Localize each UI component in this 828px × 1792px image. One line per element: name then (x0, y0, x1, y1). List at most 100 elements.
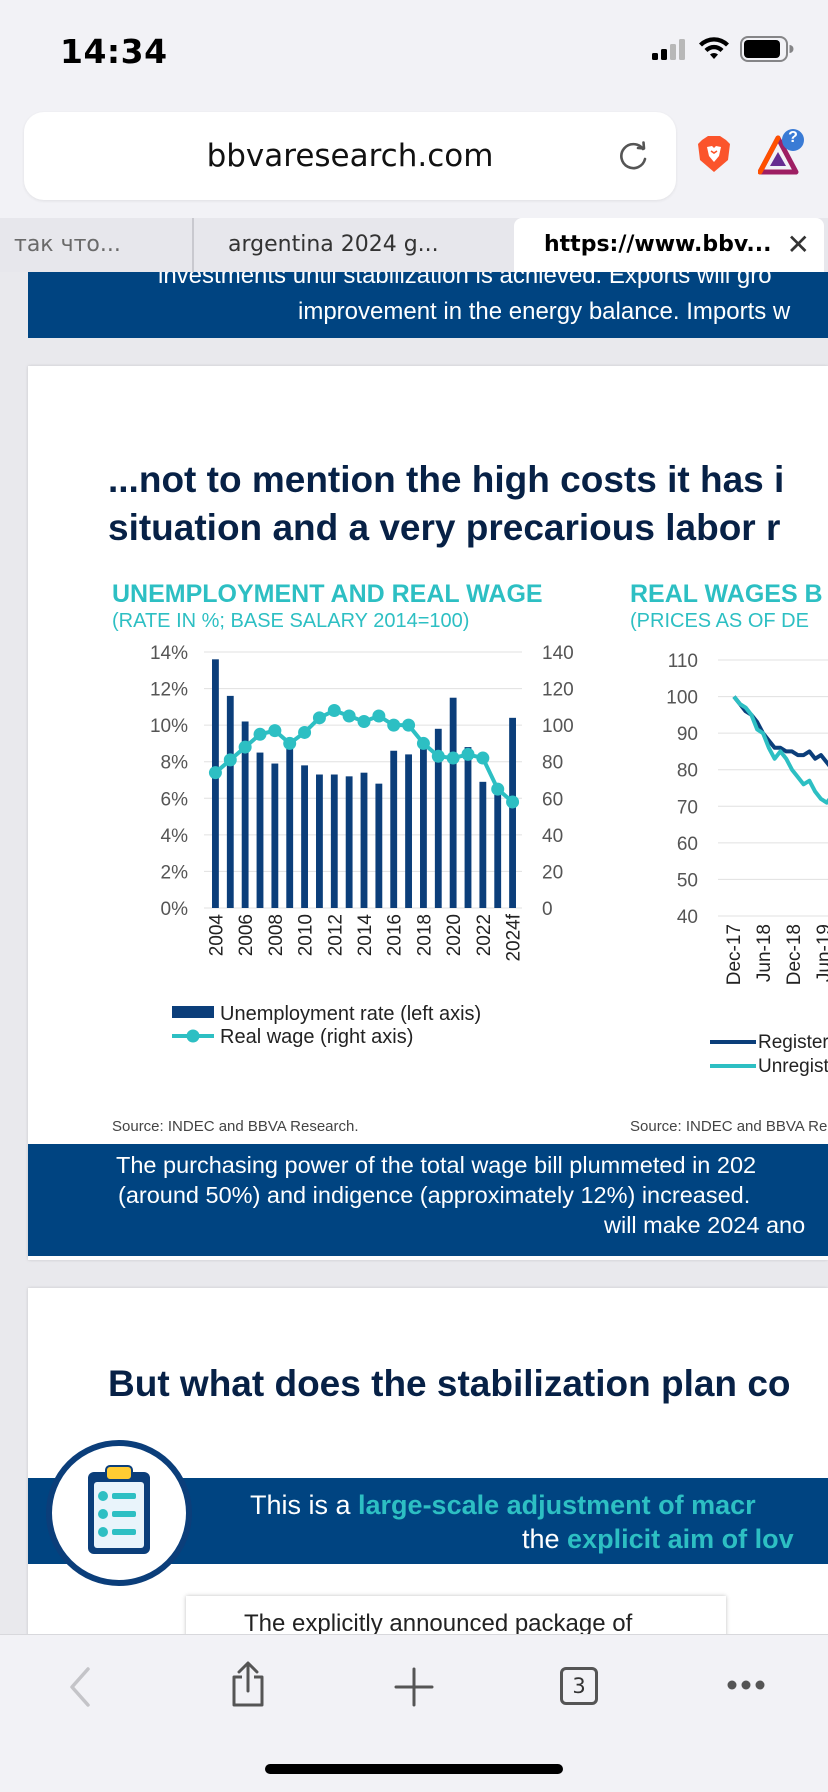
chart1-real-wage-point (223, 753, 237, 767)
chart1-bar (316, 774, 323, 908)
real-wages-chart: 40 50 60 70 80 90 100 110 Dec-17 Jun-18 Dec-18 Jun-… (666, 651, 828, 1077)
highlight-line-2: the explicit aim of lov (522, 1524, 794, 1555)
chart2-y-tick: 110 (668, 651, 698, 672)
address-bar[interactable]: bbvaresearch.com (24, 112, 676, 200)
home-indicator[interactable] (265, 1764, 563, 1774)
chart1-real-wage-point (491, 782, 505, 796)
tab-strip: так что... argentina 2024 g... https://w… (0, 218, 828, 272)
takeaway-line-1: The purchasing power of the total wage b… (116, 1152, 757, 1178)
slide-heading: ...not to mention the high costs it has … (108, 456, 784, 552)
chart1-real-wage-point (312, 711, 326, 725)
chart1-left-tick: 14% (150, 643, 188, 664)
chart1-subtitle: (RATE IN %; BASE SALARY 2014=100) (112, 610, 470, 632)
chart1-bar (226, 695, 234, 908)
top-band-line-2: improvement in the energy balance. Impor… (298, 298, 791, 325)
top-band-line-1: investments until stabilization is achie… (158, 272, 772, 289)
chart1-bar (286, 748, 294, 908)
chart1-bar (330, 774, 338, 908)
chart1-left-tick: 6% (161, 789, 189, 810)
chart2-y-tick: 70 (677, 797, 698, 818)
chart1-bar (301, 765, 308, 908)
top-summary-band: investments until stabilization is achie… (28, 272, 828, 338)
chart1-bar (420, 739, 427, 908)
chart1-x-tick: 2010 (296, 914, 317, 956)
chart1-right-tick: 120 (542, 680, 574, 701)
chart1-real-wage-point (387, 718, 401, 732)
share-icon[interactable] (228, 1661, 268, 1709)
chart1-bar (449, 697, 457, 908)
chart1-real-wage-point (357, 714, 371, 728)
tab-1[interactable]: так что... (14, 232, 121, 257)
takeaway-line-3: will make 2024 ano (604, 1212, 806, 1238)
brave-rewards-button[interactable]: ? (757, 128, 806, 183)
chart1-real-wage-point (402, 718, 416, 732)
new-tab-plus-icon[interactable] (394, 1667, 434, 1707)
chart1-source: Source: INDEC and BBVA Research. (112, 1118, 359, 1135)
chart1-real-wage-point (431, 749, 445, 763)
chart1-right-tick: 40 (542, 826, 563, 847)
chart1-bar (464, 747, 472, 908)
close-tab-icon[interactable]: ✕ (786, 228, 810, 261)
chart1-left-tick: 4% (161, 826, 189, 847)
more-menu-icon[interactable] (726, 1679, 766, 1691)
chart1-real-wage-point (372, 709, 386, 723)
battery-icon (740, 36, 794, 62)
slide-takeaway-band: The purchasing power of the total wage b… (28, 1144, 828, 1256)
brave-shields-icon[interactable] (696, 134, 732, 174)
slide2-heading: But what does the stabilization plan co (108, 1363, 791, 1404)
url-text[interactable]: bbvaresearch.com (206, 138, 494, 174)
plan-note-text: The explicitly announced package of (244, 1610, 633, 1634)
chart2-source: Source: INDEC and BBVA Re (630, 1118, 828, 1135)
tab-3-active[interactable]: https://www.bbv... ✕ (514, 218, 824, 272)
slide-heading-line-1: ...not to mention the high costs it has … (108, 459, 785, 500)
chart1-bar (212, 659, 219, 908)
chart1-x-tick: 2008 (266, 914, 287, 956)
back-icon[interactable] (66, 1665, 96, 1709)
chart1-real-wage-point (208, 766, 222, 780)
chart2-series-line (732, 695, 828, 805)
chart1-real-wage-point (253, 727, 267, 741)
takeaway-line-2: (around 50%) and indigence (approximatel… (118, 1182, 751, 1208)
chart1-real-wage-point (238, 740, 252, 754)
chart1-right-tick: 80 (542, 753, 563, 774)
web-content[interactable]: investments until stabilization is achie… (0, 272, 828, 1634)
chart2-y-tick: 60 (677, 834, 698, 855)
chart1-x-tick: 2018 (414, 914, 435, 956)
status-bar: 14:34 (0, 0, 828, 100)
chart1-bar (494, 794, 502, 908)
chart1-right-tick: 0 (542, 899, 553, 920)
wifi-icon (699, 37, 729, 59)
highlight-line-1-emphasis: large-scale adjustment of macr (358, 1490, 756, 1520)
slide-stabilization-plan: But what does the stabilization plan co … (28, 1288, 828, 1634)
chart2-legend-label: Registerec (758, 1032, 828, 1053)
reload-icon[interactable] (616, 140, 650, 174)
clipboard-checklist-icon (46, 1440, 192, 1586)
chart2-y-tick: 40 (677, 907, 698, 928)
chart1-right-tick: 100 (542, 716, 574, 737)
chart1-left-tick: 12% (150, 680, 188, 701)
chart1-x-tick: 2004 (206, 914, 227, 957)
highlight-line-2-prefix: the (522, 1524, 568, 1554)
chart1-bar (390, 750, 398, 908)
chart1-real-wage-point (268, 724, 282, 738)
chart1-bar (375, 783, 383, 908)
chart1-real-wage-point (327, 704, 341, 718)
chart1-real-wage-point (416, 736, 430, 750)
chart1-x-tick: 2014 (355, 914, 376, 957)
tab-2[interactable]: argentina 2024 g... (192, 218, 512, 272)
chart1-x-tick: 2024f (504, 913, 525, 961)
chart1-bar (241, 721, 249, 908)
chart1-bar (360, 772, 368, 908)
chart1-real-wage-point (298, 725, 312, 739)
bat-triangle-icon (757, 129, 804, 175)
highlight-line-1: This is a large-scale adjustment of macr (250, 1490, 756, 1521)
chart1-real-wage-point (476, 751, 490, 765)
chart2-x-tick: Dec-17 (724, 924, 745, 985)
chart1-real-wage-point (342, 709, 356, 723)
chart1-bar (509, 717, 516, 908)
chart2-subtitle: (PRICES AS OF DE (630, 610, 809, 632)
chart1-legend-line-marker (186, 1029, 200, 1043)
chart1-legend-label: Unemployment rate (left axis) (220, 1003, 481, 1025)
chart2-x-tick: Jun-19 (814, 924, 828, 982)
tabs-count-button[interactable]: 3 (560, 1667, 598, 1705)
